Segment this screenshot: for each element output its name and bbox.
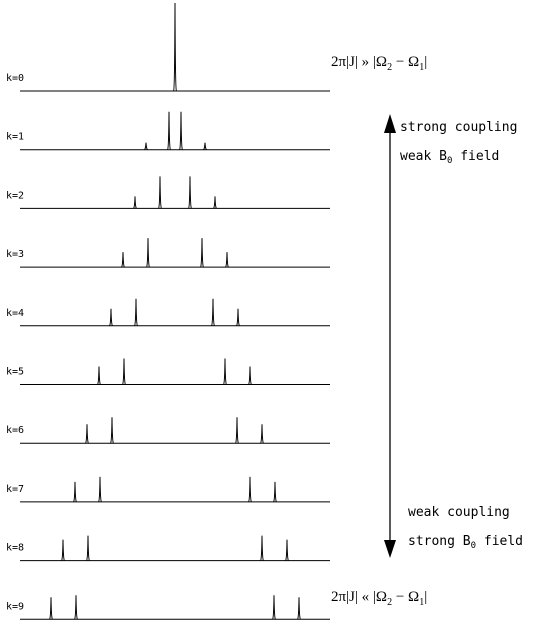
spectrum-k5: k=5 xyxy=(6,358,330,385)
spectral-peak xyxy=(121,252,125,268)
strong-coupling-label: strong coupling xyxy=(400,120,517,135)
double-arrow xyxy=(384,114,396,558)
spectral-peak xyxy=(248,476,252,503)
spectrum-k6: k=6 xyxy=(6,417,330,444)
arrow-head-down-icon xyxy=(384,540,396,558)
spectral-peak xyxy=(188,176,192,209)
spectral-peak xyxy=(74,595,78,620)
spectrum-k1: k=1 xyxy=(6,111,330,151)
spectrum-k8: k=8 xyxy=(6,535,330,562)
spectral-peak xyxy=(260,424,264,444)
spectral-peak xyxy=(158,176,162,209)
spectral-peak xyxy=(144,142,148,150)
spectral-peak xyxy=(203,142,207,150)
spectral-peak xyxy=(272,595,276,620)
spectrum-k4: k=4 xyxy=(6,298,330,327)
spectrum-label: k=7 xyxy=(6,484,24,495)
spectrum-label: k=2 xyxy=(6,190,24,201)
spectrum-label: k=9 xyxy=(6,601,24,612)
spectral-peak xyxy=(85,424,89,444)
spectral-peak xyxy=(49,597,53,620)
spectrum-label: k=0 xyxy=(6,73,24,84)
spectral-peak xyxy=(109,308,113,327)
spectral-peak xyxy=(61,539,65,561)
spectral-peak xyxy=(97,366,101,385)
spectrum-label: k=4 xyxy=(6,308,24,319)
spectrum-label: k=8 xyxy=(6,543,24,554)
spectral-peak xyxy=(273,481,277,503)
spectral-peak xyxy=(223,358,227,385)
bottom-condition-label: 2π|J| « |Ω2 − Ω1| xyxy=(331,589,427,608)
spectral-peak xyxy=(134,298,138,327)
spectral-peak xyxy=(146,238,150,268)
spectral-peak xyxy=(173,2,177,92)
spectral-peak xyxy=(285,539,289,561)
spectral-peak xyxy=(122,358,126,385)
weak-coupling-label: weak coupling xyxy=(408,505,510,520)
spectral-peak xyxy=(133,196,137,209)
spectrum-k3: k=3 xyxy=(6,238,330,268)
spectral-peak xyxy=(179,111,183,150)
spectrum-label: k=1 xyxy=(6,132,24,143)
spectral-peak xyxy=(236,308,240,327)
arrow-head-up-icon xyxy=(384,114,396,133)
spectrum-k7: k=7 xyxy=(6,476,330,503)
spectral-peak xyxy=(73,481,77,503)
spectral-peak xyxy=(86,535,90,561)
spectral-peak xyxy=(248,366,252,385)
spectrum-k9: k=9 xyxy=(6,595,330,620)
spectrum-k0: k=0 xyxy=(6,2,330,92)
spectral-peak xyxy=(167,111,171,150)
spectra-stack: k=0 k=1 k=2 k=3 k=4 k=5 k=6 k=7 k=8 k=9 xyxy=(6,2,330,620)
spectral-peak xyxy=(235,417,239,444)
spectral-peak xyxy=(260,535,264,561)
spectrum-label: k=6 xyxy=(6,425,24,436)
spectral-peak xyxy=(297,597,301,620)
top-condition-label: 2π|J| » |Ω2 − Ω1| xyxy=(331,54,427,73)
spectral-peak xyxy=(98,476,102,503)
spectrum-label: k=3 xyxy=(6,249,24,260)
spectrum-label: k=5 xyxy=(6,367,24,378)
strong-field-label: strong B0 field xyxy=(408,534,523,551)
spectral-peak xyxy=(225,252,229,268)
spectral-peak xyxy=(213,196,217,209)
spectral-peak xyxy=(211,298,215,327)
spectrum-k2: k=2 xyxy=(6,176,330,209)
spectral-peak xyxy=(110,417,114,444)
weak-field-label: weak B0 field xyxy=(400,149,499,166)
spectral-peak xyxy=(200,238,204,268)
